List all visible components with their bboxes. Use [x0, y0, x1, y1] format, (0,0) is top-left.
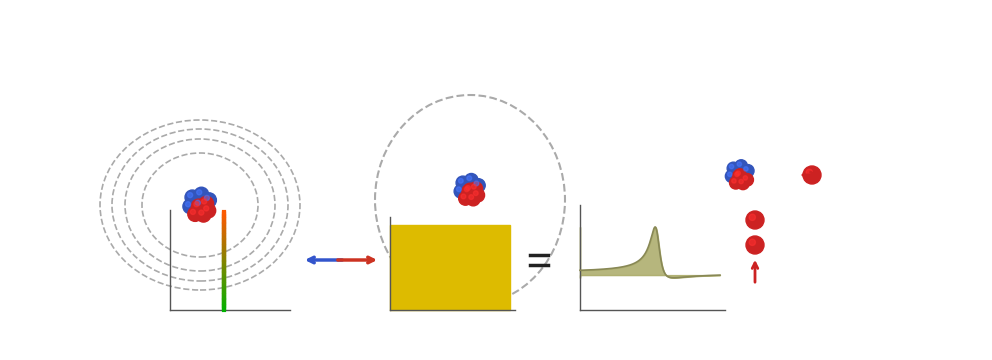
Circle shape [204, 195, 209, 201]
Circle shape [463, 183, 477, 197]
Circle shape [466, 192, 480, 206]
Circle shape [744, 167, 748, 171]
Circle shape [458, 179, 463, 183]
Circle shape [462, 185, 475, 198]
Circle shape [471, 179, 485, 192]
Circle shape [456, 187, 461, 192]
Circle shape [186, 202, 190, 207]
Circle shape [736, 171, 740, 175]
Circle shape [743, 176, 748, 180]
Circle shape [735, 172, 739, 176]
Circle shape [193, 202, 199, 207]
Circle shape [456, 176, 469, 190]
Circle shape [458, 192, 472, 205]
Circle shape [741, 174, 754, 186]
Circle shape [203, 206, 208, 211]
Circle shape [187, 207, 202, 221]
Circle shape [469, 182, 483, 195]
Circle shape [194, 187, 208, 202]
Circle shape [192, 198, 207, 212]
Circle shape [471, 184, 476, 189]
Circle shape [732, 179, 736, 183]
Circle shape [196, 190, 201, 195]
Circle shape [739, 179, 743, 184]
Circle shape [727, 162, 740, 175]
Circle shape [196, 207, 210, 222]
Circle shape [465, 186, 470, 190]
Circle shape [473, 274, 480, 280]
Circle shape [729, 165, 734, 169]
Circle shape [470, 270, 490, 290]
Circle shape [729, 176, 742, 189]
Circle shape [464, 174, 478, 187]
Circle shape [737, 177, 749, 190]
Circle shape [201, 199, 206, 204]
Circle shape [190, 210, 195, 215]
Circle shape [183, 199, 197, 214]
Circle shape [734, 169, 746, 181]
Circle shape [471, 188, 484, 202]
Circle shape [187, 193, 192, 198]
Circle shape [749, 239, 756, 246]
Circle shape [749, 214, 756, 220]
Circle shape [473, 191, 478, 195]
Circle shape [201, 193, 216, 207]
Circle shape [732, 170, 745, 183]
Circle shape [735, 160, 747, 172]
Circle shape [199, 196, 213, 211]
Circle shape [725, 170, 738, 183]
Circle shape [474, 181, 479, 186]
Circle shape [186, 190, 199, 204]
Circle shape [467, 176, 471, 181]
Circle shape [746, 211, 764, 229]
Circle shape [737, 162, 741, 166]
Circle shape [803, 166, 821, 184]
Circle shape [727, 172, 732, 176]
Circle shape [191, 199, 206, 214]
Circle shape [454, 185, 467, 198]
Circle shape [742, 165, 754, 177]
Circle shape [201, 203, 215, 218]
Circle shape [746, 236, 764, 254]
Circle shape [806, 169, 812, 175]
Circle shape [195, 200, 200, 205]
Circle shape [198, 210, 204, 215]
Circle shape [464, 187, 469, 192]
Circle shape [461, 194, 466, 199]
Circle shape [469, 195, 473, 199]
Polygon shape [390, 225, 510, 310]
